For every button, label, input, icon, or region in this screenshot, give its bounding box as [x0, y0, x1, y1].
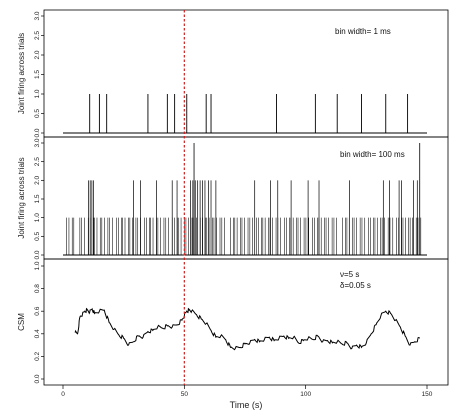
y-tick-label: 2.0: [34, 50, 41, 59]
y-tick-label: 3.0: [34, 11, 41, 20]
y-tick-label: 0.2: [34, 352, 41, 361]
annotation-line: δ=0.05 s: [340, 281, 371, 290]
annotation-line: bin width= 1 ms: [335, 27, 391, 36]
panel-csm: CSM ν=5 s δ=0.05 s 0.0 0.2 0.4 0.6 0.8 1.0: [17, 258, 449, 386]
panel-bin-100ms: Joint firing across trials bin width= 10…: [17, 136, 449, 260]
y-tick-label: 2.5: [34, 157, 41, 166]
panel-annotation: bin width= 1 ms: [335, 27, 391, 36]
x-tick-label: 0: [61, 391, 65, 398]
y-tick-label: 2.5: [34, 31, 41, 40]
y-tick-label: 0.5: [34, 109, 41, 118]
y-tick-label: 1.5: [34, 70, 41, 79]
y-tick-label: 0.0: [34, 128, 41, 137]
y-tick-label: 0.0: [34, 250, 41, 259]
y-tick-label: 0.5: [34, 231, 41, 240]
y-tick-label: 0.4: [34, 329, 41, 338]
y-axis-label: CSM: [17, 313, 26, 331]
x-axis: 0 50 100 150: [61, 385, 433, 398]
y-axis-label: Joint firing across trials: [17, 33, 26, 114]
x-tick-label: 50: [181, 391, 189, 398]
x-axis-label: Time (s): [230, 400, 263, 410]
csm-line: [74, 307, 421, 351]
y-tick-label: 0.8: [34, 284, 41, 293]
y-tick-label: 0.6: [34, 306, 41, 315]
y-tick-label: 1.0: [34, 213, 41, 222]
y-tick-label: 2.0: [34, 175, 41, 184]
panel-bin-1ms: Joint firing across trials bin width= 1 …: [17, 9, 449, 138]
annotation-line: bin width= 100 ms: [340, 150, 405, 159]
y-tick-label: 1.0: [34, 89, 41, 98]
x-tick-label: 150: [422, 391, 433, 398]
panel-annotation: ν=5 s δ=0.05 s: [340, 270, 371, 290]
panel-annotation: bin width= 100 ms: [340, 150, 405, 159]
x-tick-label: 100: [300, 391, 311, 398]
annotation-line: ν=5 s: [340, 270, 359, 279]
y-tick-label: 1.0: [34, 261, 41, 270]
panel-frame: [43, 258, 449, 386]
y-tick-label: 1.5: [34, 194, 41, 203]
y-axis-label: Joint firing across trials: [17, 157, 26, 238]
y-tick-label: 3.0: [34, 138, 41, 147]
y-tick-label: 0.0: [34, 374, 41, 383]
